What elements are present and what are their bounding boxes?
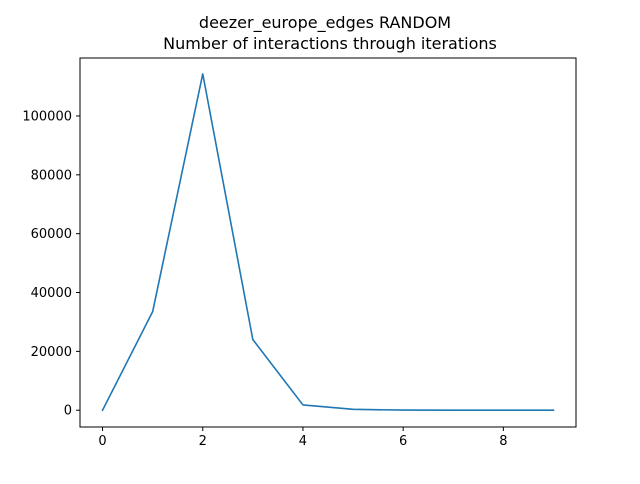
x-tick-label: 6 <box>399 434 407 449</box>
y-tick-label: 60000 <box>31 227 72 242</box>
series-layer <box>101 73 555 412</box>
x-axis-ticks: 0 2 4 6 8 <box>98 427 507 449</box>
series-line <box>101 73 555 412</box>
x-tick-label: 2 <box>199 434 207 449</box>
y-tick-label: 100000 <box>22 109 72 124</box>
x-tick-label: 0 <box>98 434 106 449</box>
chart-title-line-1: deezer_europe_edges RANDOM <box>199 13 451 33</box>
y-axis-ticks: 0 20000 40000 60000 80000 100000 <box>22 109 80 419</box>
x-tick-label: 8 <box>499 434 507 449</box>
plot-frame <box>79 57 577 428</box>
chart-title-line-2: Number of interactions through iteration… <box>163 34 497 53</box>
y-tick-label: 0 <box>64 404 72 419</box>
y-tick-label: 80000 <box>31 168 72 183</box>
y-tick-label: 20000 <box>31 345 72 360</box>
plot-area <box>80 58 576 427</box>
x-tick-label: 4 <box>299 434 307 449</box>
y-tick-label: 40000 <box>31 286 72 301</box>
